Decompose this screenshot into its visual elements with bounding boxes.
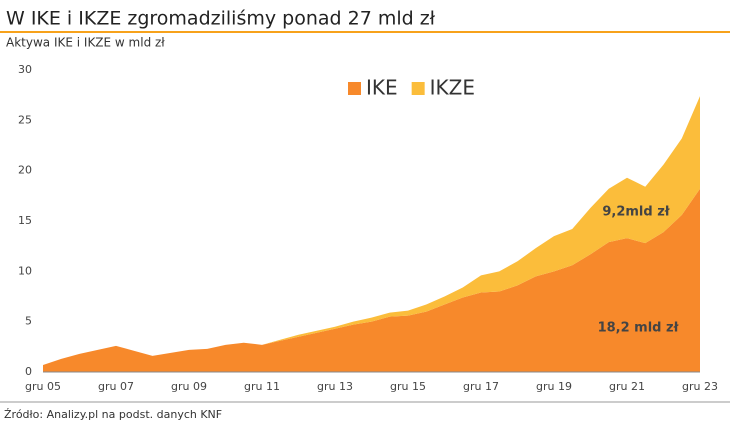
y-tick-label: 25 [18,113,32,126]
x-tick-label: gru 05 [25,380,61,393]
x-tick-label: gru 17 [463,380,499,393]
y-tick-label: 5 [25,315,32,328]
y-tick-label: 10 [18,264,32,277]
legend-swatch [348,82,361,95]
source: Źródło: Analizy.pl na podst. danych KNF [4,408,222,421]
x-tick-label: gru 21 [609,380,645,393]
y-tick-label: 20 [18,164,32,177]
x-tick-label: gru 11 [244,380,280,393]
chart-title: W IKE i IKZE zgromadziliśmy ponad 27 mld… [6,8,436,30]
area [43,188,700,372]
legend-label: IKE [366,76,398,100]
x-tick-label: gru 13 [317,380,353,393]
legend-swatch [411,82,425,95]
annotation: 18,2 mld zł [598,321,680,336]
x-tick-label: gru 23 [682,380,718,393]
chart-subtitle: Aktywa IKE i IKZE w mld zł [6,36,165,50]
x-tick-label: gru 09 [171,380,207,393]
x-tick-label: gru 15 [390,380,426,393]
annotation: 9,2mld zł [602,205,670,220]
y-tick-label: 30 [18,63,32,76]
area [43,96,700,365]
y-tick-label: 15 [18,214,32,227]
x-tick-label: gru 19 [536,380,572,393]
legend-label: IKZE [430,76,475,100]
y-tick-label: 0 [25,365,32,378]
x-tick-label: gru 07 [98,380,134,393]
